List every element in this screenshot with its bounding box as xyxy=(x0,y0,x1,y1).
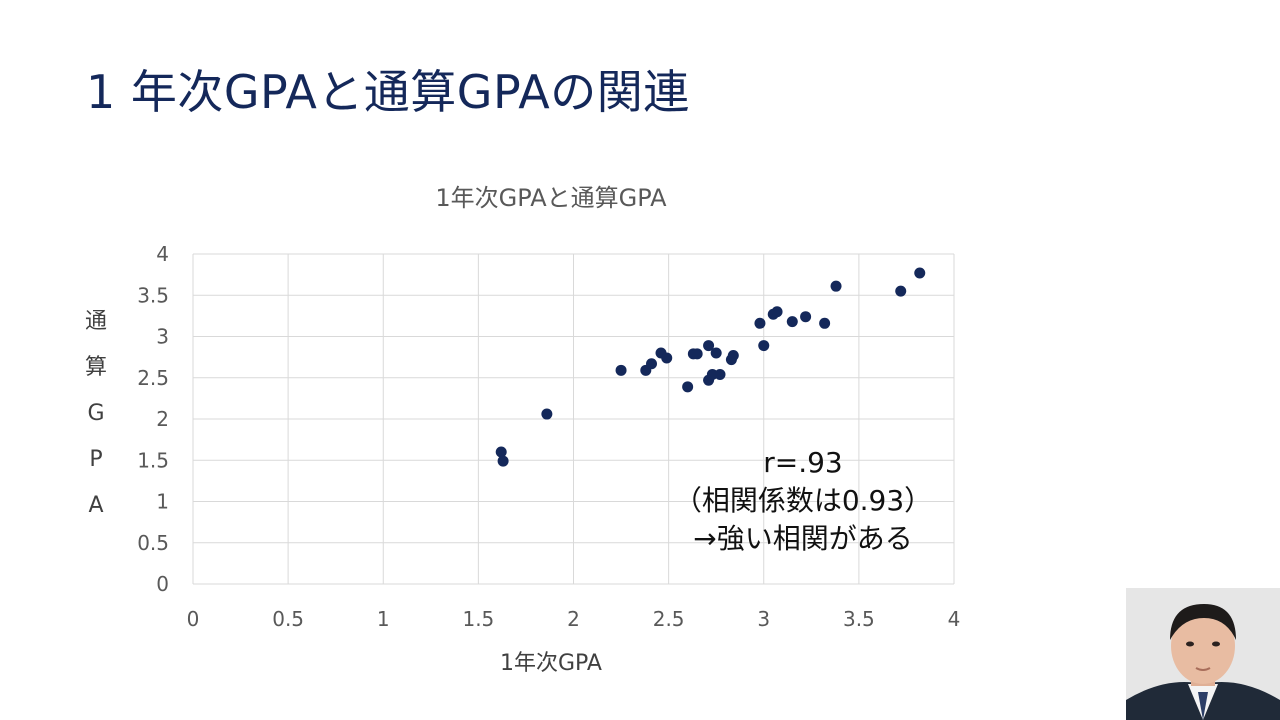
x-tick-label: 0 xyxy=(187,607,200,631)
presenter-webcam xyxy=(1126,588,1280,720)
data-point xyxy=(914,267,926,279)
slide-title: 1 年次GPAと通算GPAの関連 xyxy=(86,65,690,119)
annotation-line: （相関係数は0.93） xyxy=(674,484,932,517)
x-tick-label: 0.5 xyxy=(272,607,304,631)
annotation-line: →強い相関がある xyxy=(693,522,912,555)
data-point xyxy=(714,368,726,380)
y-axis-label-char: P xyxy=(89,447,102,472)
x-tick-label: 1.5 xyxy=(462,607,494,631)
x-tick-label: 4 xyxy=(948,607,961,631)
y-tick-label: 3 xyxy=(156,325,169,349)
y-tick-label: 4 xyxy=(156,242,169,266)
chart-grid xyxy=(192,253,955,585)
data-point xyxy=(646,358,658,370)
y-tick-label: 2.5 xyxy=(137,366,169,390)
correlation-annotation: r=.93 （相関係数は0.93） →強い相関がある xyxy=(674,446,932,555)
x-axis-label: 1年次GPA xyxy=(500,651,602,676)
data-point xyxy=(800,311,812,323)
x-tick-label: 2 xyxy=(567,607,580,631)
x-tick-label: 1 xyxy=(377,607,390,631)
data-point xyxy=(895,285,907,297)
data-point xyxy=(830,280,842,292)
y-tick-label: 1 xyxy=(156,490,169,514)
data-point xyxy=(727,349,739,361)
data-point xyxy=(758,340,770,352)
x-tick-label: 3.5 xyxy=(843,607,875,631)
y-axis-label-char: G xyxy=(87,401,104,426)
y-axis-label-char: 算 xyxy=(85,355,107,380)
y-axis-ticks: 0 0.5 1 1.5 2 2.5 3 3.5 4 xyxy=(137,242,169,596)
data-point xyxy=(682,381,694,393)
y-axis-label: 通算 G P A xyxy=(85,309,107,518)
data-point xyxy=(615,364,627,376)
data-point xyxy=(706,368,718,380)
data-point xyxy=(541,408,553,420)
data-point xyxy=(710,347,722,359)
y-axis-label-char: 通 xyxy=(85,309,107,334)
y-axis-label-char: A xyxy=(88,493,103,518)
y-tick-label: 0.5 xyxy=(137,531,169,555)
annotation-line: r=.93 xyxy=(763,446,843,479)
presenter-video-icon xyxy=(1126,588,1280,720)
x-tick-label: 2.5 xyxy=(653,607,685,631)
y-tick-label: 0 xyxy=(156,572,169,596)
data-point xyxy=(754,317,766,329)
data-point xyxy=(703,340,715,352)
data-point xyxy=(497,455,509,467)
data-point xyxy=(495,446,507,458)
data-point xyxy=(786,316,798,328)
data-point xyxy=(661,352,673,364)
x-axis-ticks: 0 0.5 1 1.5 2 2.5 3 3.5 4 xyxy=(187,607,961,631)
y-tick-label: 2 xyxy=(156,407,169,431)
x-tick-label: 3 xyxy=(757,607,770,631)
y-tick-label: 3.5 xyxy=(137,283,169,307)
y-tick-label: 1.5 xyxy=(137,448,169,472)
data-point xyxy=(771,306,783,318)
data-point xyxy=(691,348,703,360)
data-points xyxy=(495,267,926,467)
chart-title: 1年次GPAと通算GPA xyxy=(435,184,667,212)
data-point xyxy=(819,317,831,329)
